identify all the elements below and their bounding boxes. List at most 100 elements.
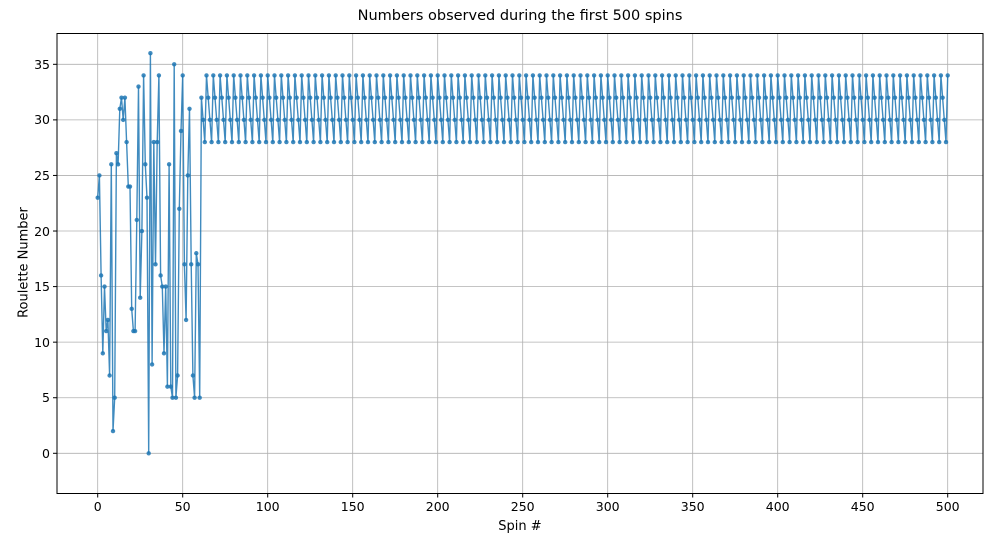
data-point	[377, 117, 383, 123]
data-point	[568, 117, 573, 123]
data-point	[233, 95, 238, 100]
data-point	[879, 95, 884, 100]
data-point	[495, 139, 500, 145]
data-point	[896, 139, 901, 145]
data-point	[387, 73, 393, 78]
data-point	[549, 139, 554, 145]
data-point	[903, 139, 908, 145]
data-point	[688, 95, 694, 100]
data-point	[355, 95, 360, 100]
data-point	[897, 73, 903, 78]
data-point	[590, 139, 595, 145]
data-point	[632, 73, 638, 78]
data-point	[692, 139, 697, 145]
data-point	[328, 95, 333, 100]
data-point	[234, 117, 240, 123]
data-point	[831, 95, 836, 100]
data-point	[675, 95, 680, 100]
data-point	[838, 95, 843, 100]
data-point	[700, 73, 706, 78]
data-point	[461, 139, 466, 145]
y-axis-label: Roulette Number	[16, 207, 32, 318]
data-point	[620, 95, 626, 100]
data-point	[921, 117, 927, 123]
data-point	[665, 139, 670, 145]
data-point	[719, 139, 724, 145]
data-point	[268, 117, 274, 123]
data-point	[789, 73, 794, 78]
data-point	[593, 95, 598, 100]
data-point	[869, 139, 874, 145]
data-point	[471, 95, 476, 100]
data-point	[151, 139, 156, 145]
data-point	[253, 95, 258, 100]
data-point	[637, 139, 643, 145]
data-point	[651, 139, 656, 145]
data-point	[697, 117, 702, 123]
data-point	[445, 117, 451, 123]
data-point	[175, 373, 180, 378]
data-point	[195, 262, 201, 267]
data-point	[102, 284, 107, 289]
data-point	[761, 73, 767, 78]
data-point	[262, 117, 267, 123]
data-point	[484, 95, 490, 100]
data-point	[138, 295, 143, 300]
data-point	[100, 351, 106, 356]
data-point	[634, 95, 639, 100]
data-point	[841, 139, 847, 145]
data-point	[204, 73, 209, 78]
data-point	[595, 117, 600, 123]
data-point	[325, 139, 330, 145]
data-point	[578, 73, 583, 78]
data-point	[132, 328, 138, 334]
data-point	[937, 139, 942, 145]
data-point	[408, 73, 413, 78]
data-point	[165, 384, 170, 389]
data-point	[872, 95, 877, 100]
x-tick-label: 200	[425, 499, 450, 514]
data-point	[704, 117, 709, 123]
data-point	[678, 139, 683, 145]
data-point	[472, 117, 478, 123]
data-point	[799, 117, 804, 123]
data-point	[850, 73, 855, 78]
data-point	[913, 95, 918, 100]
data-point	[428, 73, 434, 78]
data-point	[379, 139, 384, 145]
data-point	[659, 73, 665, 78]
data-point	[644, 139, 649, 145]
data-point	[505, 95, 510, 100]
data-point	[491, 95, 496, 100]
data-point	[940, 95, 945, 100]
data-point	[194, 251, 199, 256]
data-point	[755, 73, 760, 78]
data-point	[243, 139, 248, 145]
data-point	[226, 95, 231, 100]
data-point	[508, 139, 513, 145]
data-point	[705, 139, 711, 145]
data-point	[173, 395, 179, 400]
data-point	[809, 73, 814, 78]
data-point	[518, 95, 524, 100]
data-point	[717, 117, 723, 123]
x-tick-label: 350	[680, 499, 705, 514]
data-point	[542, 139, 547, 145]
data-point	[588, 117, 593, 123]
data-point	[382, 95, 388, 100]
data-point	[532, 95, 537, 100]
data-point	[882, 139, 887, 145]
data-point	[277, 139, 282, 145]
data-point	[153, 262, 158, 267]
data-point	[501, 139, 507, 145]
data-point	[693, 73, 699, 78]
data-point	[139, 228, 145, 234]
x-tick-label: 450	[850, 499, 875, 514]
data-point	[474, 139, 479, 145]
data-point	[98, 273, 104, 278]
data-point	[835, 139, 840, 145]
data-point	[158, 273, 163, 278]
data-point	[772, 117, 777, 123]
y-tick-label: 5	[42, 390, 50, 406]
data-point	[877, 73, 882, 78]
